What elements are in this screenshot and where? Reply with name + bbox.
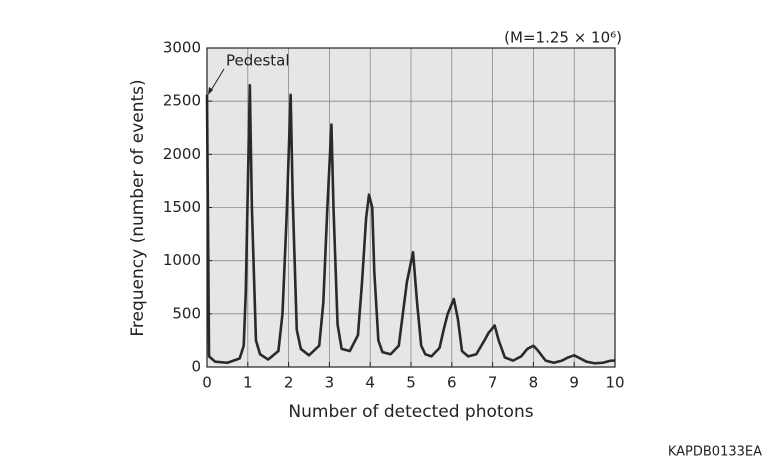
y-tick-label: 1500: [163, 198, 201, 216]
pedestal-arrow: [209, 68, 225, 93]
marks: [205, 83, 615, 365]
pedestal-label: Pedestal: [226, 52, 290, 70]
x-axis-label: Number of detected photons: [288, 402, 533, 422]
y-axis-label: Frequency (number of events): [128, 79, 148, 336]
y-tick-label: 2000: [163, 145, 201, 163]
x-tick-label: 10: [605, 374, 624, 392]
y-tick-label: 500: [172, 304, 201, 322]
x-tick-label: 6: [447, 374, 457, 392]
data-line: [205, 83, 615, 365]
figure-code: KAPDB0133EA: [668, 445, 762, 460]
x-tick-label: 0: [202, 374, 212, 392]
x-tick-label: 2: [284, 374, 294, 392]
y-tick-label: 3000: [163, 39, 201, 57]
y-tick-label: 0: [191, 358, 201, 376]
x-tick-label: 7: [488, 374, 498, 392]
x-tick-label: 9: [569, 374, 579, 392]
y-tick-label: 1000: [163, 251, 201, 269]
y-tick-label: 2500: [163, 92, 201, 110]
x-tick-label: 5: [406, 374, 416, 392]
x-tick-label: 1: [243, 374, 253, 392]
pedestal-arrowhead: [208, 87, 213, 95]
x-tick-label: 4: [365, 374, 375, 392]
gain-note: (M=1.25 × 10⁶): [504, 29, 622, 47]
x-tick-label: 3: [325, 374, 335, 392]
x-tick-label: 8: [529, 374, 539, 392]
plot-frame: [206, 47, 616, 368]
